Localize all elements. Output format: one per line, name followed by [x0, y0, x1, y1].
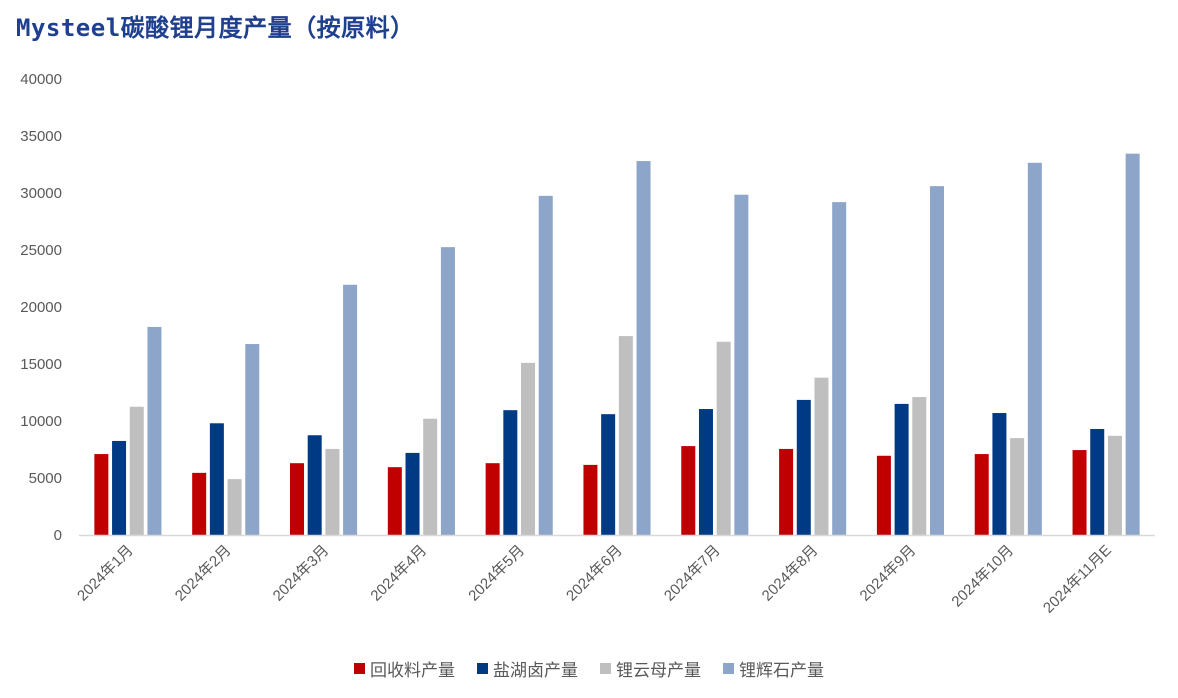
x-tick-label: 2024年11月E: [1040, 542, 1115, 617]
bar[interactable]: [538, 195, 553, 535]
y-tick-label: 15000: [20, 356, 62, 373]
x-tick-label: 2024年6月: [563, 542, 626, 605]
y-tick-label: 30000: [20, 185, 62, 202]
legend-swatch-icon: [723, 663, 734, 674]
legend-item-lepidolite[interactable]: 锂云母产量: [600, 656, 701, 681]
bar[interactable]: [974, 454, 989, 535]
legend-swatch-icon: [477, 663, 488, 674]
legend-swatch-icon: [600, 663, 611, 674]
bar[interactable]: [681, 446, 696, 535]
bar[interactable]: [307, 435, 322, 535]
bar[interactable]: [698, 409, 713, 535]
bar[interactable]: [779, 448, 794, 535]
bar[interactable]: [912, 397, 927, 535]
bar[interactable]: [112, 440, 127, 535]
legend-label: 锂辉石产量: [739, 661, 824, 681]
bar[interactable]: [521, 362, 536, 535]
x-tick-label: 2024年10月: [948, 542, 1017, 611]
bar-chart: 0 5000 10000 15000 20000 25000 30000 35000 40000…: [20, 71, 1155, 617]
bar[interactable]: [832, 202, 847, 535]
bar[interactable]: [129, 406, 144, 535]
bar[interactable]: [636, 161, 651, 535]
bar[interactable]: [601, 414, 616, 535]
legend-label: 盐湖卤产量: [493, 661, 578, 681]
bar[interactable]: [94, 454, 109, 535]
y-tick-label: 10000: [20, 413, 62, 430]
y-tick-label: 40000: [20, 71, 62, 88]
bar[interactable]: [289, 463, 304, 535]
bar[interactable]: [1010, 438, 1025, 535]
x-tick-label: 2024年3月: [270, 542, 333, 605]
y-tick-label: 5000: [29, 470, 62, 487]
legend-item-brine[interactable]: 盐湖卤产量: [477, 656, 578, 681]
bar[interactable]: [894, 403, 909, 535]
bar[interactable]: [796, 399, 811, 535]
y-tick-label: 0: [54, 527, 62, 544]
bar[interactable]: [876, 455, 891, 535]
bar[interactable]: [503, 410, 518, 535]
bar[interactable]: [343, 284, 358, 535]
legend-item-recycled[interactable]: 回收料产量: [354, 656, 455, 681]
x-tick-label: 2024年8月: [759, 542, 822, 605]
x-tick-label: 2024年4月: [367, 542, 430, 605]
bar[interactable]: [147, 326, 162, 535]
chart-legend: 回收料产量 盐湖卤产量 锂云母产量 锂辉石产量: [0, 656, 1178, 681]
x-tick-label: 2024年2月: [172, 542, 235, 605]
bar[interactable]: [387, 467, 402, 535]
bar[interactable]: [930, 186, 945, 535]
x-tick-label: 2024年9月: [857, 542, 920, 605]
bar[interactable]: [734, 194, 749, 535]
legend-swatch-icon: [354, 663, 365, 674]
y-tick-label: 20000: [20, 299, 62, 316]
bar[interactable]: [485, 463, 500, 535]
bar[interactable]: [440, 247, 455, 535]
bar[interactable]: [245, 344, 260, 535]
bar[interactable]: [1107, 435, 1122, 535]
bar[interactable]: [992, 413, 1007, 535]
legend-item-spodumene[interactable]: 锂辉石产量: [723, 656, 824, 681]
bar[interactable]: [209, 423, 224, 535]
x-tick-label: 2024年5月: [465, 542, 528, 605]
legend-label: 锂云母产量: [616, 661, 701, 681]
bar[interactable]: [325, 448, 340, 535]
legend-label: 回收料产量: [370, 661, 455, 681]
bar[interactable]: [405, 452, 420, 535]
chart-title: Mysteel碳酸锂月度产量（按原料）: [16, 14, 415, 42]
bar[interactable]: [583, 464, 598, 535]
y-tick-label: 35000: [20, 128, 62, 145]
bar[interactable]: [1027, 162, 1042, 536]
bar[interactable]: [716, 341, 731, 535]
x-tick-label: 2024年1月: [74, 542, 137, 605]
bar[interactable]: [618, 336, 633, 535]
bar[interactable]: [1072, 450, 1087, 535]
bar[interactable]: [192, 472, 207, 535]
bar[interactable]: [814, 377, 829, 535]
bar[interactable]: [423, 418, 438, 535]
y-tick-label: 25000: [20, 242, 62, 259]
bar[interactable]: [1090, 428, 1105, 535]
bar[interactable]: [227, 479, 242, 535]
bar[interactable]: [1125, 153, 1140, 536]
x-tick-label: 2024年7月: [661, 542, 724, 605]
